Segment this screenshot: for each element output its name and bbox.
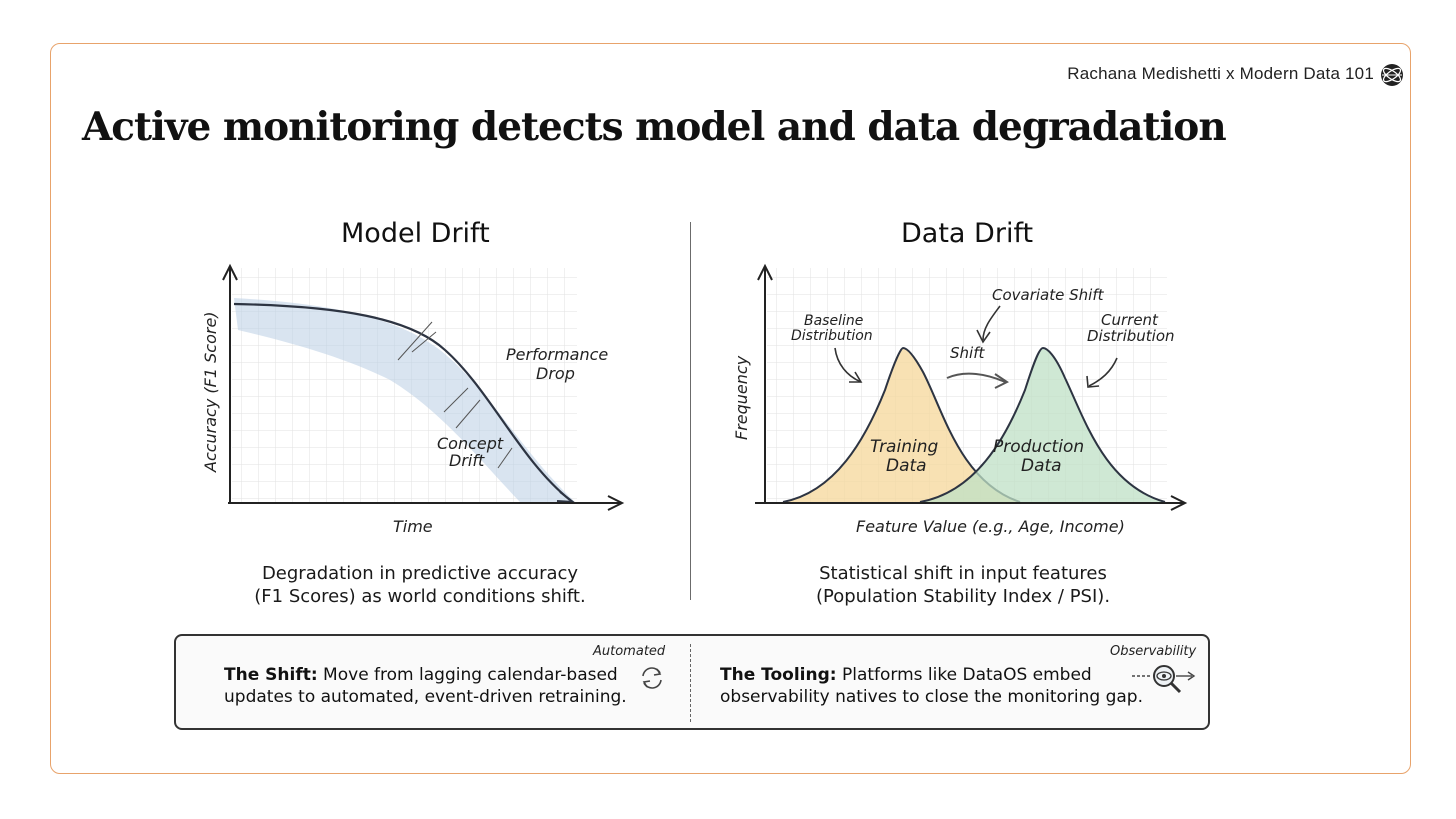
drift-band <box>234 298 575 502</box>
tooling-text: The Tooling: Platforms like DataOS embed… <box>720 664 1143 708</box>
concept-drift-label-2: Drift <box>449 451 485 470</box>
shift-arrow <box>946 372 1006 383</box>
byline: Rachana Medishetti x Modern Data 101 <box>1067 64 1374 83</box>
observability-tag: Observability <box>1110 644 1197 659</box>
training-label-2: Data <box>886 456 927 476</box>
accuracy-curve <box>233 302 571 501</box>
panel-divider <box>690 222 691 600</box>
covariate-shift-label: Covariate Shift <box>992 286 1105 304</box>
model-drift-chart: Accuracy (F1 Score) Time Performance Dro… <box>201 263 625 536</box>
production-label-2: Data <box>1021 456 1062 476</box>
magnifier-eye-icon <box>1132 665 1196 694</box>
summary-box <box>174 634 1210 730</box>
refresh-cycle-icon <box>642 667 662 689</box>
shift-text-line2: updates to automated, event-driven retra… <box>224 687 627 707</box>
concept-drift-label-1: Concept <box>437 434 504 453</box>
page-title: Active monitoring detects model and data… <box>82 104 1227 150</box>
shift-text-line1: Move from lagging calendar-based <box>317 665 618 685</box>
shift-text: The Shift: Move from lagging calendar-ba… <box>224 664 627 708</box>
shift-label: Shift <box>950 344 985 362</box>
globe-logo-icon <box>1381 64 1403 86</box>
production-label-1: Production <box>993 437 1084 457</box>
current-label-2: Distribution <box>1087 327 1175 345</box>
data-drift-title: Data Drift <box>901 218 1034 249</box>
tooling-label-bold: The Tooling: <box>720 665 837 685</box>
performance-drop-label-2: Drop <box>536 364 575 383</box>
frequency-label: Frequency <box>732 355 751 440</box>
feature-value-label: Feature Value (e.g., Age, Income) <box>856 517 1125 536</box>
automated-tag: Automated <box>593 644 666 659</box>
model-drift-caption-line1: Degradation in predictive accuracy <box>261 563 579 584</box>
baseline-label-2: Distribution <box>791 328 873 344</box>
data-drift-caption-line1: Statistical shift in input features <box>819 563 1107 584</box>
summary-divider <box>690 644 691 722</box>
shift-label-bold: The Shift: <box>224 665 318 685</box>
data-drift-chart: Frequency Feature Value (e.g., Age, Inco… <box>732 263 1188 536</box>
data-drift-caption: Statistical shift in input features (Pop… <box>743 562 1183 608</box>
x-axis-label: Time <box>393 517 433 536</box>
baseline-arrow <box>834 347 862 383</box>
model-drift-title: Model Drift <box>341 218 490 249</box>
current-arrow <box>1088 357 1118 387</box>
covariate-arrow <box>982 305 1001 341</box>
baseline-label-1: Baseline <box>804 313 863 329</box>
training-label-1: Training <box>870 437 938 457</box>
tooling-text-line2: observability natives to close the monit… <box>720 687 1143 707</box>
current-label-1: Current <box>1101 311 1159 329</box>
y-axis-label: Accuracy (F1 Score) <box>201 311 220 473</box>
model-drift-caption-line2: (F1 Scores) as world conditions shift. <box>254 586 586 607</box>
hatch-marks <box>397 321 513 469</box>
tooling-text-line1: Platforms like DataOS embed <box>836 665 1092 685</box>
production-distribution <box>920 348 1165 502</box>
performance-drop-label-1: Performance <box>506 345 608 364</box>
data-drift-caption-line2: (Population Stability Index / PSI). <box>815 586 1111 607</box>
training-distribution <box>783 348 1020 502</box>
model-drift-caption: Degradation in predictive accuracy (F1 S… <box>200 562 640 608</box>
